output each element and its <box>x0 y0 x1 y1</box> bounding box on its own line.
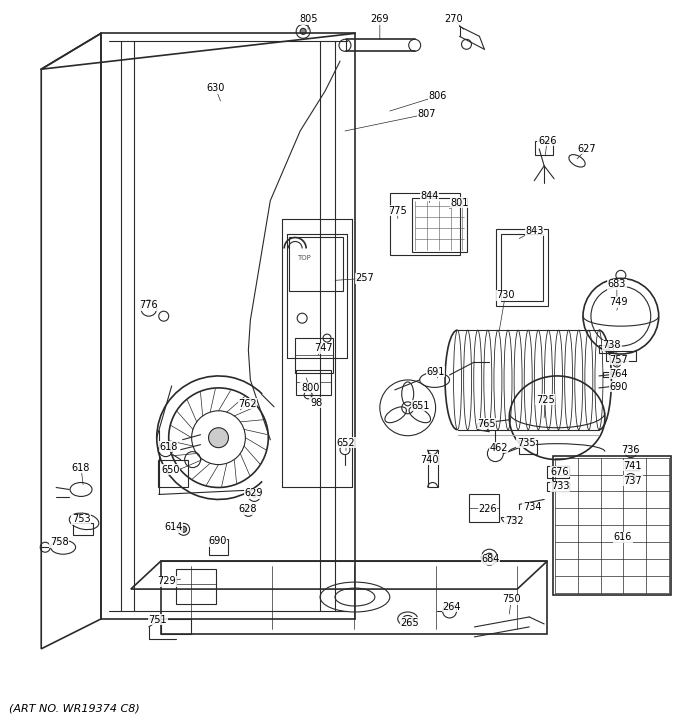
Bar <box>295 338 333 373</box>
Text: 733: 733 <box>551 481 569 492</box>
Text: 264: 264 <box>442 602 461 612</box>
Bar <box>547 465 569 478</box>
Bar <box>158 460 188 487</box>
Text: 749: 749 <box>609 297 628 307</box>
Text: 618: 618 <box>160 442 178 452</box>
Bar <box>535 141 553 155</box>
Text: 801: 801 <box>450 198 469 207</box>
Text: (ART NO. WR19374 C8): (ART NO. WR19374 C8) <box>10 703 140 713</box>
Text: 751: 751 <box>148 615 167 625</box>
Text: 650: 650 <box>161 465 180 475</box>
Bar <box>603 372 615 377</box>
Bar <box>73 523 93 535</box>
Text: 683: 683 <box>608 279 626 289</box>
Bar <box>469 494 499 522</box>
Bar <box>520 439 537 454</box>
Text: 626: 626 <box>538 136 556 146</box>
Text: TOP: TOP <box>297 255 311 262</box>
Text: 690: 690 <box>208 536 226 546</box>
Bar <box>625 462 639 470</box>
Text: 265: 265 <box>401 618 419 628</box>
Text: 270: 270 <box>444 14 463 25</box>
Text: 740: 740 <box>420 455 439 465</box>
Text: 618: 618 <box>72 463 90 473</box>
Text: 738: 738 <box>602 340 621 350</box>
Text: 807: 807 <box>418 109 436 119</box>
Text: 462: 462 <box>489 443 507 452</box>
Text: 732: 732 <box>505 516 524 526</box>
Text: 684: 684 <box>481 554 500 564</box>
Text: 676: 676 <box>551 467 569 476</box>
Text: 736: 736 <box>622 444 640 455</box>
Circle shape <box>615 361 619 365</box>
Text: 730: 730 <box>496 290 515 300</box>
Bar <box>296 370 331 395</box>
Bar <box>501 233 543 302</box>
Bar <box>175 569 216 604</box>
Text: 750: 750 <box>502 594 521 604</box>
Text: 765: 765 <box>477 419 496 428</box>
Bar <box>553 455 670 595</box>
Circle shape <box>300 28 306 34</box>
Text: 691: 691 <box>426 367 445 377</box>
Bar <box>289 236 343 291</box>
Text: 616: 616 <box>613 532 632 542</box>
Text: 628: 628 <box>238 505 256 515</box>
Bar <box>496 228 548 306</box>
Text: 269: 269 <box>371 14 389 25</box>
Text: 737: 737 <box>624 476 642 486</box>
Text: 729: 729 <box>157 576 176 586</box>
Bar <box>599 345 613 353</box>
Text: 257: 257 <box>356 273 374 283</box>
Text: 753: 753 <box>72 514 90 524</box>
Text: 725: 725 <box>536 395 554 405</box>
Bar <box>428 450 438 487</box>
Text: 690: 690 <box>610 382 628 392</box>
Text: 651: 651 <box>411 401 430 411</box>
Circle shape <box>252 494 256 497</box>
Text: 806: 806 <box>428 91 447 101</box>
Text: 226: 226 <box>478 505 496 515</box>
Text: 805: 805 <box>299 14 318 25</box>
Text: 614: 614 <box>165 522 183 532</box>
Text: 627: 627 <box>578 144 596 154</box>
Text: 775: 775 <box>388 206 407 215</box>
Text: 735: 735 <box>517 438 536 447</box>
Text: 98: 98 <box>310 398 322 408</box>
Bar <box>547 481 569 492</box>
Text: 758: 758 <box>50 537 69 547</box>
Bar <box>606 351 636 361</box>
Text: 630: 630 <box>206 83 224 93</box>
Circle shape <box>486 553 494 561</box>
Text: 776: 776 <box>139 300 158 310</box>
Text: 747: 747 <box>313 343 333 353</box>
Text: 757: 757 <box>609 355 628 365</box>
Circle shape <box>181 526 186 532</box>
Text: 800: 800 <box>301 383 320 393</box>
Text: 652: 652 <box>337 438 355 447</box>
Text: 843: 843 <box>525 225 543 236</box>
Text: 844: 844 <box>420 191 439 201</box>
Text: 764: 764 <box>609 369 628 379</box>
Text: 629: 629 <box>244 489 262 499</box>
Text: 741: 741 <box>624 460 642 471</box>
Text: 762: 762 <box>238 399 256 409</box>
Circle shape <box>209 428 228 447</box>
Text: 734: 734 <box>523 502 541 513</box>
Bar <box>209 539 228 555</box>
